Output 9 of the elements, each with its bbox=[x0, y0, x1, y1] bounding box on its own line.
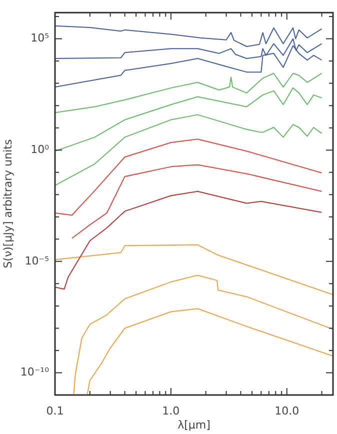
x-axis-title: λ[μm] bbox=[178, 418, 210, 432]
x-tick-label: 10.0 bbox=[274, 404, 300, 418]
y-tick-label: 10⁻¹⁰ bbox=[20, 366, 50, 379]
y-tick-label: 10⁰ bbox=[30, 142, 50, 156]
y-tick-label: 10⁵ bbox=[30, 32, 49, 45]
x-tick-label: 1.0 bbox=[162, 404, 180, 418]
x-tick-label: 0.1 bbox=[46, 404, 64, 418]
y-tick-label: 10⁻⁵ bbox=[24, 254, 49, 268]
y-axis-title: S(ν)[μJy] arbitrary units bbox=[1, 139, 14, 268]
